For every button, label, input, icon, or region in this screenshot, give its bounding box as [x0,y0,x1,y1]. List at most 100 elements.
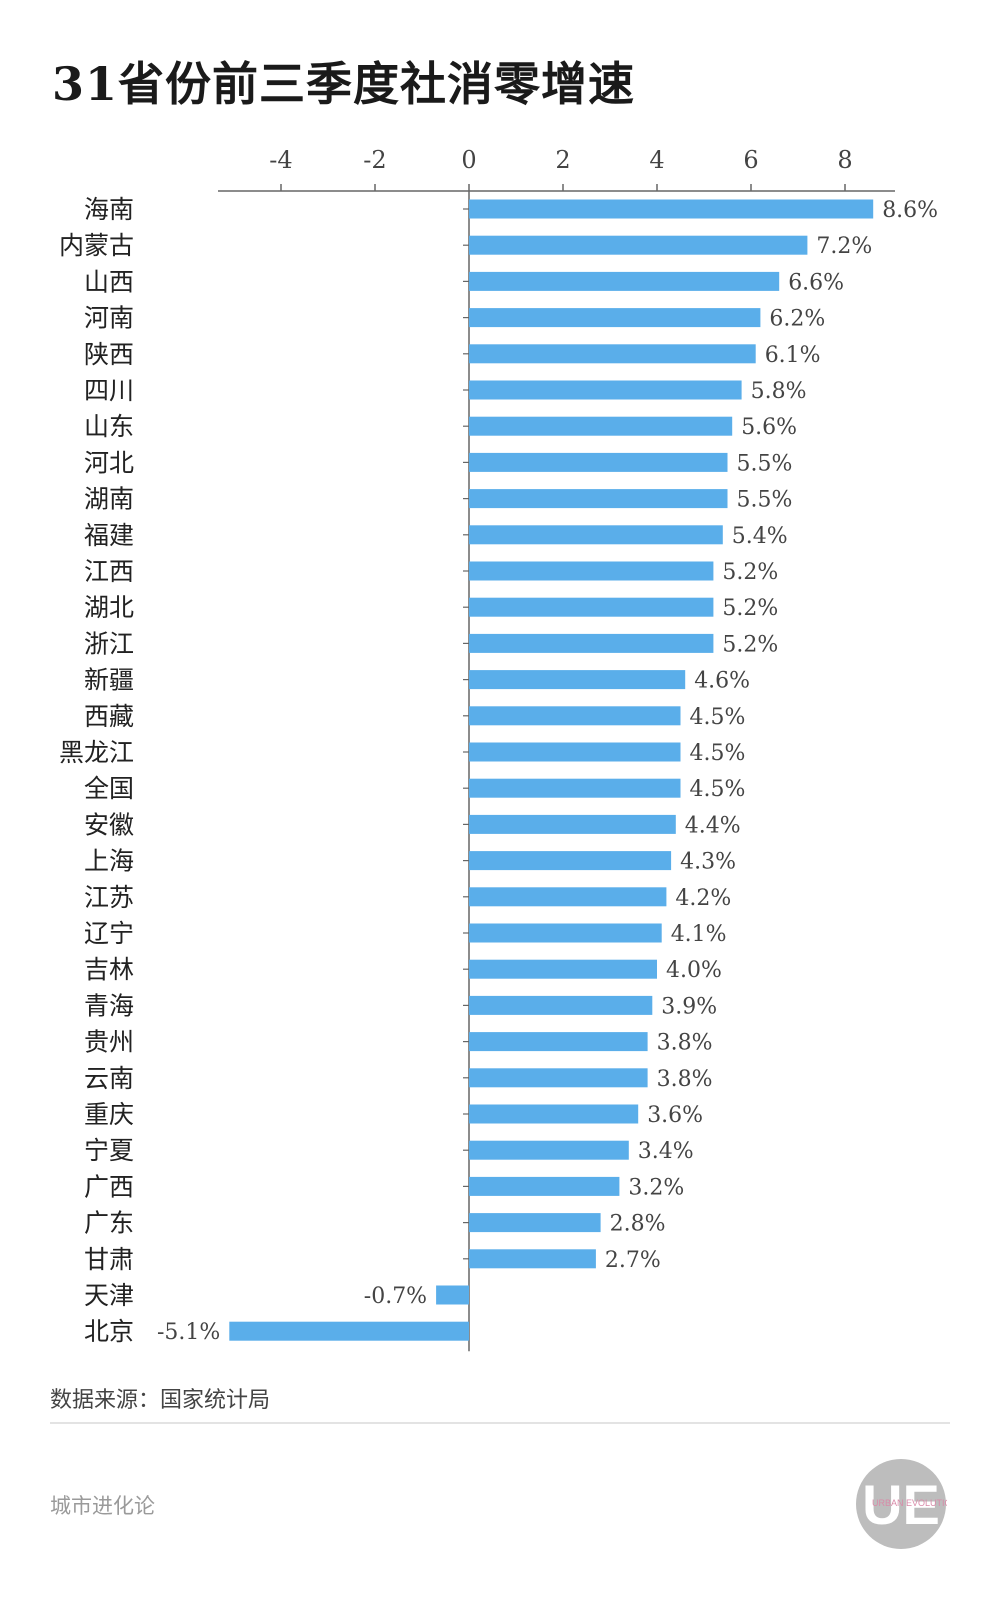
category-label: 天津 [84,1281,134,1310]
bar [469,525,723,545]
x-tick-label: 8 [837,146,852,174]
data-label: 3.6% [647,1103,703,1128]
category-label: 福建 [84,521,134,550]
bar [469,742,681,762]
data-label: -5.1% [157,1320,220,1345]
category-label: 黑龙江 [59,738,134,767]
x-tick-label: -2 [363,146,386,174]
chart-title: 31省份前三季度社消零增速 [52,57,636,111]
data-source: 数据来源：国家统计局 [50,1388,271,1413]
data-label: 3.2% [628,1175,684,1200]
category-label: 四川 [84,376,134,405]
category-label: 内蒙古 [59,231,134,260]
bar [469,851,672,871]
category-label: 辽宁 [84,919,134,948]
data-label: 5.5% [737,451,793,476]
category-label: 西藏 [84,702,134,731]
data-label: 3.8% [657,1031,713,1056]
data-label: 6.1% [765,343,821,368]
category-label: 广东 [84,1209,134,1238]
bar [469,199,874,219]
category-label: 河北 [84,448,134,477]
category-label: 广西 [84,1172,134,1201]
category-label: 安徽 [84,810,134,839]
bar [469,489,728,509]
bar [469,633,714,653]
category-label: 湖南 [84,485,134,514]
bar [229,1321,469,1341]
data-label: 8.6% [882,198,938,223]
category-label: 云南 [84,1064,134,1093]
data-label: 5.8% [751,379,807,404]
brand-name: 城市进化论 [50,1494,155,1518]
x-tick-label: 4 [649,146,664,174]
bar [469,380,742,400]
data-label: -0.7% [364,1284,427,1309]
data-label: 4.6% [694,669,750,694]
category-label: 江西 [84,557,134,586]
category-label: 山西 [84,267,134,296]
data-label: 5.2% [722,596,778,621]
bar [469,670,686,690]
bar [469,1140,629,1160]
data-label: 6.6% [788,270,844,295]
category-label: 海南 [84,195,134,224]
data-label: 5.5% [737,488,793,513]
bar [469,452,728,472]
data-label: 4.1% [671,922,727,947]
data-label: 5.4% [732,524,788,549]
data-label: 2.8% [610,1212,666,1237]
bar [469,344,756,364]
category-label: 河南 [84,304,134,333]
category-label: 新疆 [84,666,134,695]
bar-chart: -4 -2 0 2 4 6 8 海南 8.6% 内蒙古 7.2% 山西 6.6% 河南 6.2% 陕西 6.1%… [59,146,938,1352]
bar [469,923,662,943]
bar [469,778,681,798]
data-label: 4.5% [690,777,746,802]
category-label: 吉林 [84,955,134,984]
data-label: 4.3% [680,850,736,875]
data-label: 5.2% [722,632,778,657]
bar [469,1104,639,1124]
category-label: 全国 [84,774,134,803]
bar [469,561,714,581]
bar [469,1213,601,1233]
bar [469,308,761,328]
category-label: 甘肃 [84,1245,134,1274]
data-label: 3.9% [661,994,717,1019]
category-label: 上海 [84,847,134,876]
category-label: 陕西 [84,340,134,369]
data-label: 6.2% [769,307,825,332]
bar [469,1032,648,1052]
category-label: 山东 [84,412,134,441]
bar [469,416,733,436]
category-label: 北京 [84,1317,134,1346]
bar [469,814,676,834]
bar [469,706,681,726]
category-label: 宁夏 [84,1136,134,1165]
bar [469,597,714,617]
category-label: 浙江 [84,629,134,658]
category-label: 青海 [84,991,134,1020]
category-label: 湖北 [84,593,134,622]
data-label: 3.8% [657,1067,713,1092]
data-label: 3.4% [638,1139,694,1164]
bar [469,1176,620,1196]
category-label: 江苏 [84,883,134,912]
divider [50,1422,950,1424]
x-tick-label: 2 [555,146,570,174]
data-label: 5.6% [741,415,797,440]
bar [469,887,667,907]
ue-logo-icon: UE URBAN EVOLUTION [856,1459,947,1549]
bar [469,235,808,255]
bar [469,995,653,1015]
logo-text: URBAN EVOLUTION [872,1498,947,1508]
x-tick-label: 6 [743,146,758,174]
data-label: 5.2% [722,560,778,585]
logo-mark: UE [862,1473,940,1536]
bar [436,1285,469,1305]
category-label: 贵州 [84,1028,134,1057]
data-label: 4.4% [685,813,741,838]
logo-circle [856,1459,946,1549]
bar [469,1068,648,1088]
